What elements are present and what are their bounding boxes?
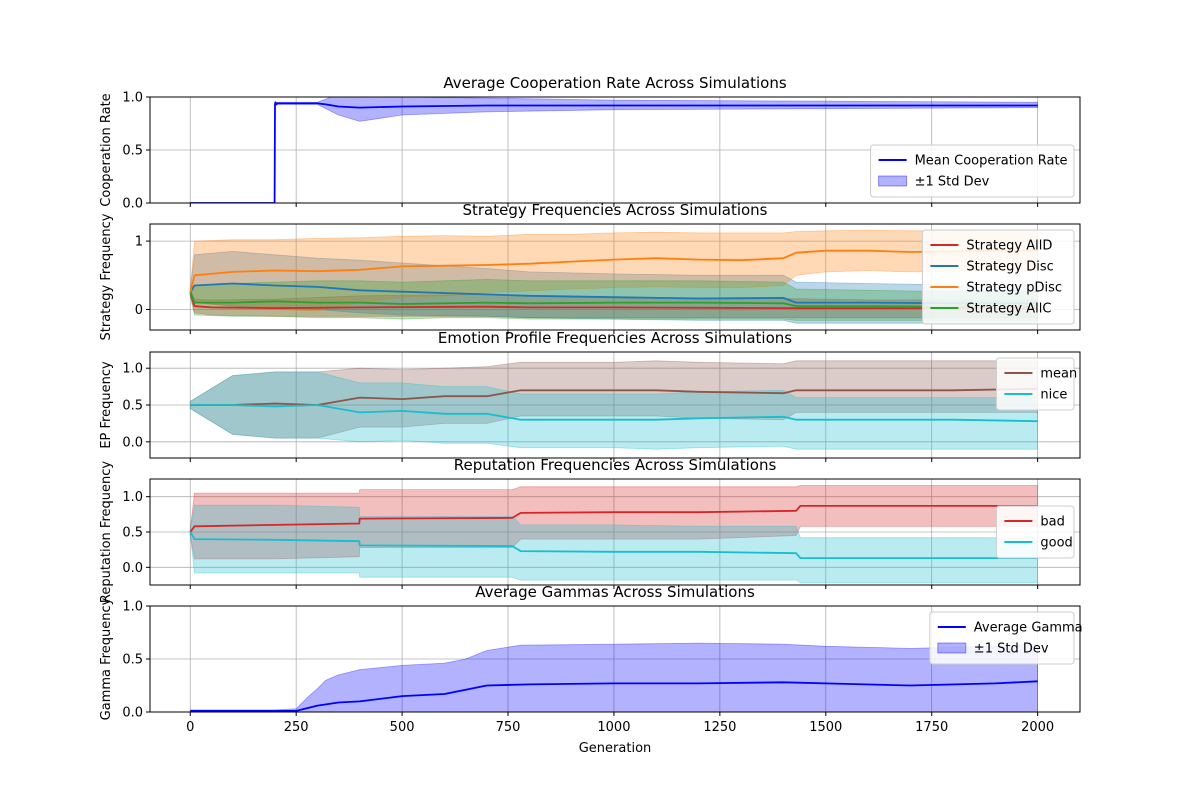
panel-title: Strategy Frequencies Across Simulations <box>462 201 767 219</box>
grid-lines <box>150 479 1080 585</box>
panel-title: Average Gammas Across Simulations <box>475 583 755 601</box>
legend-box <box>929 611 1075 665</box>
y-tick-label: 0.5 <box>122 399 143 414</box>
y-tick-label: 1.0 <box>122 600 143 615</box>
y-axis-label: Gamma Frequency <box>99 597 114 720</box>
x-tick-label: 500 <box>390 720 415 735</box>
line-good <box>189 531 1038 559</box>
y-tick-label: 1.0 <box>122 91 143 106</box>
legend: bad good <box>995 505 1075 559</box>
legend-label: good <box>1040 536 1072 551</box>
legend-box <box>995 357 1075 411</box>
line-strategy-pdisc <box>189 249 1038 293</box>
y-axis-label: EP Frequency <box>99 361 114 449</box>
panels: 0.0 0.5 1.0 Average Cooperation Rate Across… <box>99 74 1083 735</box>
band-good <box>189 504 1038 584</box>
y-tick-label: 0.5 <box>122 144 143 159</box>
line-strategy-disc <box>189 282 1038 305</box>
legend-label: Strategy AllD <box>966 239 1052 254</box>
y-tick-label: 0.0 <box>122 197 143 212</box>
x-axis-label: Generation <box>579 741 652 756</box>
legend-label: Strategy Disc <box>966 260 1053 275</box>
plot-area <box>189 485 1038 584</box>
legend-label: nice <box>1040 388 1067 403</box>
plot-area <box>189 360 1038 450</box>
x-tick-label: 1250 <box>703 720 736 735</box>
legend-box <box>870 144 1075 198</box>
panel-3: 0.0 0.5 1.0 Emotion Profile Frequencies Acr… <box>99 329 1081 462</box>
line-strategy-alld <box>189 292 1038 310</box>
line-strategy-allc <box>189 292 1038 308</box>
legend: Average Gamma ±1 Std Dev <box>929 611 1083 665</box>
plot-area <box>190 97 1038 203</box>
legend-label: Strategy AllC <box>966 302 1051 317</box>
panel-title: Average Cooperation Rate Across Simulati… <box>443 74 787 92</box>
line-bad <box>189 504 1038 533</box>
legend-label: mean <box>1040 367 1077 382</box>
x-tick-label: 250 <box>284 720 309 735</box>
axes-frame <box>149 223 1081 331</box>
x-tick-label: 750 <box>496 720 521 735</box>
legend-label: ±1 Std Dev <box>974 642 1049 657</box>
legend-box <box>921 229 1075 325</box>
y-tick-label: 0.0 <box>122 435 143 450</box>
legend: Mean Cooperation Rate ±1 Std Dev <box>870 144 1075 198</box>
line-average-gamma <box>190 680 1038 712</box>
line-nice <box>190 404 1038 423</box>
plot-area <box>189 642 1038 712</box>
y-tick-label: 0.0 <box>122 706 143 721</box>
line-mean-cooperation-rate <box>190 101 1038 203</box>
y-axis-label: Strategy Frequency <box>99 213 114 340</box>
y-axis-label: Reputation Frequency <box>99 461 114 604</box>
x-tick-label: 0 <box>186 720 194 735</box>
legend: mean nice <box>995 357 1077 411</box>
panel-title: Reputation Frequencies Across Simulation… <box>454 456 777 474</box>
panel-title: Emotion Profile Frequencies Across Simul… <box>438 329 792 347</box>
legend-label: Mean Cooperation Rate <box>915 154 1068 169</box>
y-tick-label: 0.0 <box>122 561 143 576</box>
legend-swatch <box>878 175 908 187</box>
plot-area <box>189 229 1038 324</box>
panel-1: 0.0 0.5 1.0 Average Cooperation Rate Across… <box>99 74 1081 212</box>
legend-label: bad <box>1040 515 1064 530</box>
y-tick-label: 0 <box>135 303 143 318</box>
band-pm-1-std-dev <box>189 642 1038 712</box>
y-tick-label: 1.0 <box>122 490 143 505</box>
legend-label: Average Gamma <box>974 621 1083 636</box>
y-axis-label: Cooperation Rate <box>99 93 114 206</box>
x-tick-label: 1000 <box>597 720 630 735</box>
panel-2: 0 1 Strategy Frequencies Across Simulation… <box>99 201 1081 341</box>
legend-swatch <box>937 642 967 654</box>
x-tick-label: 1500 <box>809 720 842 735</box>
legend: Strategy AllD Strategy Disc Strategy pDisc… <box>921 229 1075 325</box>
x-tick-label: 2000 <box>1021 720 1054 735</box>
y-tick-label: 0.5 <box>122 653 143 668</box>
panel-5: 0.0 0.5 1.0 0 250 500 750 1000 1250 1500 1750 2000 A… <box>99 583 1083 735</box>
legend-box <box>995 505 1075 559</box>
band-mean <box>189 360 1038 439</box>
y-tick-label: 1.0 <box>122 362 143 377</box>
band-nice <box>189 371 1038 450</box>
legend-label: Strategy pDisc <box>966 281 1062 296</box>
x-tick-label: 1750 <box>915 720 948 735</box>
y-tick-label: 0.5 <box>122 526 143 541</box>
legend-label: ±1 Std Dev <box>915 175 990 190</box>
y-tick-label: 1 <box>135 235 143 250</box>
panel-4: 0.0 0.5 1.0 Reputation Frequencies Across S… <box>99 456 1081 604</box>
